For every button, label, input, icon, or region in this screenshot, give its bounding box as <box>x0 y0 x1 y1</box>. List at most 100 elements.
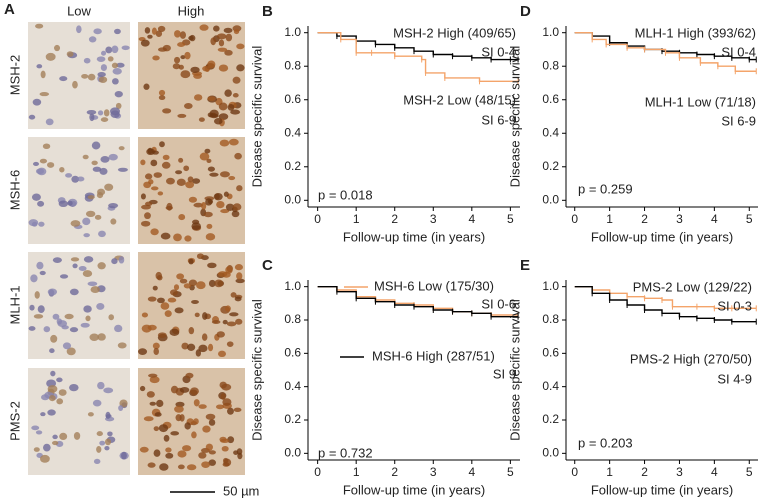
cell <box>62 342 72 350</box>
cell <box>143 416 154 422</box>
cell <box>223 457 229 464</box>
cell <box>153 172 163 178</box>
cell <box>216 331 225 338</box>
cell <box>173 233 182 242</box>
cell <box>64 313 74 320</box>
cell <box>156 399 164 408</box>
cell <box>161 161 171 169</box>
x-tick-label: 4 <box>711 212 718 226</box>
cell <box>222 398 232 406</box>
cell <box>193 202 203 208</box>
cell <box>85 210 96 218</box>
cell <box>159 141 165 148</box>
cell <box>81 73 89 79</box>
y-tick-label: 0.6 <box>284 92 301 106</box>
cell <box>185 372 194 379</box>
cell <box>153 426 160 432</box>
cell <box>164 310 172 318</box>
cell <box>176 178 186 186</box>
cell <box>83 256 94 263</box>
x-axis-label: Follow-up time (in years) <box>343 229 485 244</box>
cell <box>172 63 181 70</box>
cell <box>88 36 97 43</box>
cell <box>191 431 197 439</box>
cell <box>188 279 198 287</box>
cell <box>223 191 229 197</box>
cell <box>70 220 81 227</box>
cell <box>89 113 95 122</box>
cell <box>222 319 228 325</box>
cell <box>36 261 44 270</box>
y-tick-label: 0.4 <box>542 379 559 393</box>
cell <box>235 278 245 284</box>
cell <box>39 158 48 164</box>
y-tick-label: 1.0 <box>542 25 559 39</box>
cell <box>213 192 223 201</box>
cell <box>59 432 68 441</box>
cell <box>121 45 130 51</box>
cell <box>236 43 245 50</box>
cell <box>165 447 172 453</box>
cell <box>205 413 216 420</box>
annotation: p = 0.203 <box>578 435 633 450</box>
cell <box>89 333 100 341</box>
cell <box>70 257 80 262</box>
y-tick-label: 0.6 <box>542 92 559 106</box>
cell <box>207 166 215 172</box>
cell <box>30 274 38 283</box>
cell <box>213 25 220 32</box>
cell <box>163 434 170 442</box>
cell <box>139 446 149 453</box>
cell <box>111 62 119 69</box>
cell <box>191 299 199 304</box>
cell <box>32 98 42 106</box>
cell <box>202 312 208 320</box>
y-tick-label: 0.6 <box>284 346 301 360</box>
panel-letter: C <box>262 257 273 274</box>
cell <box>195 349 202 357</box>
cell <box>97 381 105 390</box>
x-tick-label: 4 <box>711 465 718 479</box>
cell <box>149 401 157 406</box>
cell <box>166 177 175 185</box>
cell <box>97 262 106 270</box>
cell <box>59 166 65 173</box>
cell <box>208 459 216 466</box>
cell <box>151 27 157 35</box>
annotation: SI 9 <box>493 366 516 381</box>
cell <box>40 412 46 417</box>
cell <box>47 162 55 168</box>
cell <box>149 376 160 384</box>
cell <box>157 191 164 196</box>
cell <box>219 171 230 178</box>
cell <box>208 279 216 288</box>
cell <box>179 387 190 393</box>
cell <box>31 193 41 201</box>
cell <box>160 232 171 240</box>
cell <box>110 218 117 225</box>
cell <box>220 438 230 443</box>
cell <box>147 296 157 302</box>
cell <box>157 25 166 33</box>
x-tick-label: 5 <box>507 465 514 479</box>
cell <box>98 230 106 238</box>
cell <box>143 181 152 189</box>
cell <box>43 443 51 452</box>
cell <box>82 154 89 160</box>
cell <box>191 222 202 231</box>
cell <box>198 117 205 122</box>
panel-letter: B <box>262 3 273 20</box>
cell <box>96 446 102 453</box>
panel-letter: E <box>520 257 530 274</box>
y-tick-label: 0.6 <box>542 346 559 360</box>
y-tick-label: 0.4 <box>542 125 559 139</box>
cell <box>170 431 180 436</box>
cell <box>57 320 68 327</box>
cell <box>152 342 160 350</box>
cell <box>105 411 111 419</box>
cell <box>209 172 219 177</box>
cell <box>108 203 119 209</box>
cell <box>227 407 234 415</box>
cell <box>100 117 109 123</box>
